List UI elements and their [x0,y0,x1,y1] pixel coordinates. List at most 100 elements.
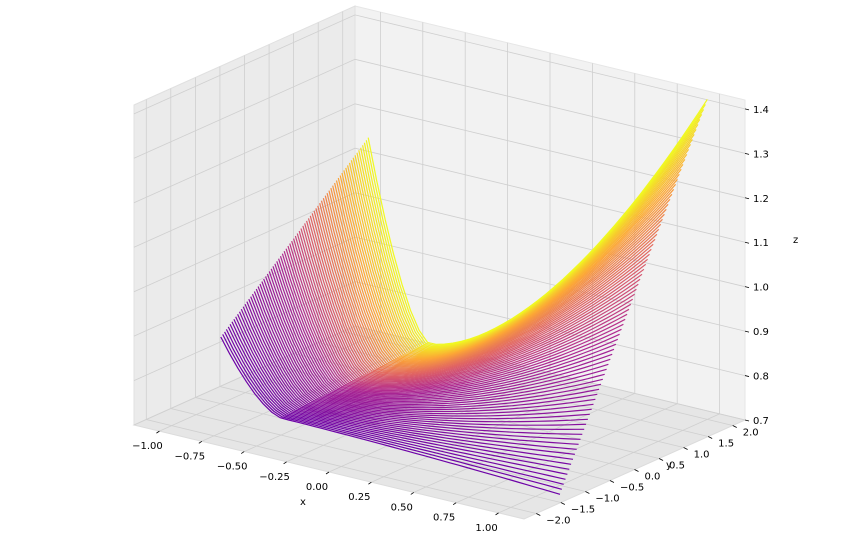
surface-line [281,253,622,392]
surface-line [298,230,639,382]
surface-line [268,271,609,401]
surface-line [259,283,600,409]
z-tick [744,375,750,377]
surface-line [287,245,628,389]
surface-line [279,256,620,393]
x-tick-label: 0.25 [348,492,370,503]
surface-line [222,334,562,490]
surface-line [246,301,587,426]
surface-line [285,248,626,390]
x-tick-label: 0.00 [306,482,328,493]
surface-line [339,173,680,360]
x-tick-label: −0.50 [217,462,248,473]
surface-line [302,225,643,380]
z-tick [744,152,750,155]
z-tick-label: 0.9 [753,327,769,338]
y-tick-label: 0.5 [669,461,685,472]
x-tick [240,451,245,454]
y-tick [536,513,541,516]
surface-line [317,205,658,372]
z-tick [744,330,750,333]
surface-line [335,180,677,362]
z-tick [744,108,750,111]
y-tick [732,425,737,428]
surface-line [224,331,564,485]
y-tick-label: −1.5 [571,505,595,516]
y-tick-label: 1.0 [694,450,710,461]
x-axis-label: x [300,497,306,508]
surface-line [332,185,673,364]
z-grid-line [133,103,746,204]
surface-line [272,266,613,398]
surface-line [231,321,572,465]
surface-line [266,273,607,403]
y-tick [609,480,615,483]
surface-line [253,291,594,415]
z-grid-line [133,325,746,426]
surface-line [248,298,588,423]
x-tick [198,441,203,444]
y-tick [634,469,639,472]
y-tick-label: 2.0 [743,428,759,439]
surface-line [242,306,583,435]
surface-line [276,261,617,396]
z-tick-label: 1.3 [753,149,769,160]
surface-line [237,314,577,450]
x-tick-label: −1.00 [132,441,163,452]
surface-line [263,278,603,405]
x-tick [452,502,457,505]
surface-line [233,319,574,460]
z-grid-line [133,14,746,115]
z-tick-label: 1.0 [753,283,769,294]
surface-line [296,233,637,383]
surface-line [304,223,645,379]
surface-line [309,215,650,376]
surface-line [330,187,671,365]
surface-line [227,326,568,475]
surface-line [294,235,635,384]
y-tick [560,502,566,505]
surface-line [274,263,615,397]
surface-line [311,213,652,375]
x-tick [325,471,330,475]
z-tick [744,419,750,422]
surface-line [291,240,632,387]
x-tick [156,430,160,434]
y-tick-label: 0.0 [645,472,661,483]
x-tick-label: −0.75 [174,451,205,462]
surface-line [238,311,579,445]
surface-line [343,164,684,358]
surface-line [313,210,654,374]
z-tick-label: 0.8 [753,372,769,383]
surface-line [322,198,663,369]
y-tick-label: −2.0 [546,516,570,527]
surface-line [220,336,561,495]
x-tick-label: 1.00 [475,523,497,534]
x-tick [368,481,372,485]
x-tick [495,512,499,516]
surface-line [326,192,667,367]
surface-line [250,296,590,420]
surface-lines [220,99,708,495]
surface-line [347,154,688,356]
surface-line [307,218,648,377]
x-tick-label: 0.75 [433,513,455,524]
y-axis-label: y [666,460,672,471]
surface-line [240,308,581,440]
surface-line [251,293,592,417]
x-tick-label: 0.50 [391,502,413,513]
surface-line [320,200,662,370]
surface-line [257,286,598,411]
z-tick [744,286,750,289]
surface-line [367,99,708,345]
surface-line [283,251,624,391]
z-tick [744,241,750,244]
surface-line [334,182,675,363]
z-grid-line [133,147,746,248]
z-grid-line [133,58,746,159]
surface-line [278,258,619,395]
z-grid-line [133,192,746,293]
surface-line [300,228,641,381]
surface-line [270,268,611,400]
